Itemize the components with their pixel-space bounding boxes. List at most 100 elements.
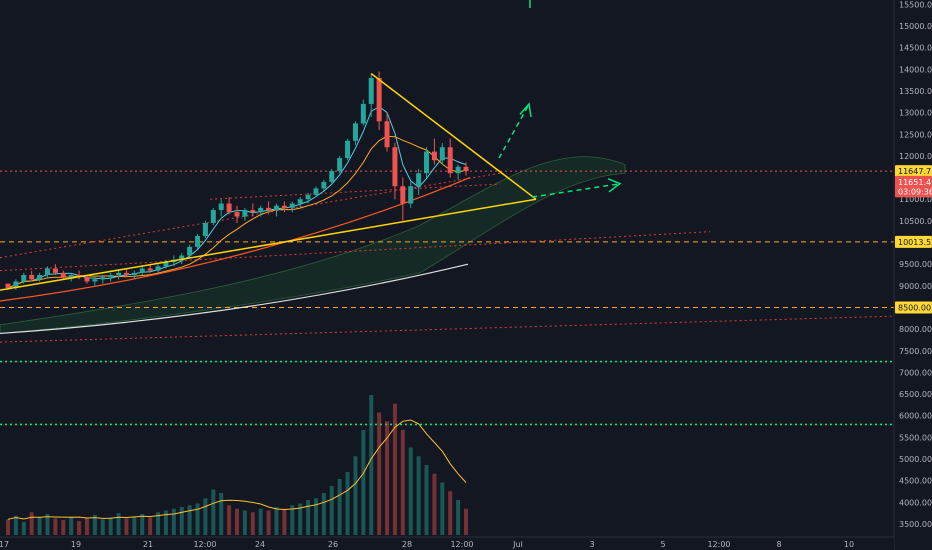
time-tick-label: 24	[255, 540, 265, 549]
volume-bar	[219, 493, 224, 535]
volume-bar	[424, 465, 429, 535]
steep-projection-arrow	[498, 105, 529, 159]
volume-bar	[242, 510, 247, 535]
time-tick-label: 3	[589, 540, 594, 549]
candle-body	[37, 274, 43, 280]
volume-bar	[124, 518, 129, 535]
candle-body	[92, 279, 98, 282]
volume-bar	[37, 517, 42, 535]
price-tick-label: 15500.00	[899, 0, 932, 9]
price-tick-label: 4500.00	[899, 477, 932, 486]
time-tick-label: 8	[776, 540, 781, 549]
price-badge	[895, 175, 932, 188]
volume-bar	[258, 508, 263, 535]
volume-bar	[116, 513, 121, 535]
candle-body	[360, 103, 366, 124]
volume-bar	[92, 514, 97, 535]
volume-bar	[298, 503, 303, 535]
candle-body	[392, 147, 398, 187]
price-badge-label: 10013.52	[898, 238, 932, 247]
candle-body	[108, 274, 114, 278]
price-badge	[895, 185, 932, 198]
time-axis-ticks: 17 19 21 12:00 24 26 28 12:00 Jul 3 5 12:00 8 10	[0, 540, 854, 549]
volume-bar	[274, 507, 279, 535]
price-tick-label: 12500.00	[899, 130, 932, 139]
volume-bar	[369, 395, 374, 535]
candle-body	[416, 173, 422, 187]
candle-body	[329, 171, 335, 182]
candle-body	[305, 194, 311, 200]
price-badge-label: 8500.00	[898, 303, 931, 312]
candle-body	[84, 277, 90, 282]
price-tick-label: 10500.00	[899, 217, 932, 226]
candle-body	[439, 147, 445, 161]
ichimoku-cloud	[0, 156, 626, 334]
candle-body	[131, 272, 137, 275]
shallow-arrow-head	[607, 178, 622, 193]
volume-moving-average	[7, 419, 467, 520]
price-tick-label: 5000.00	[899, 455, 932, 464]
volume-bars	[6, 395, 468, 535]
price-tick-label: 14000.00	[899, 65, 932, 74]
volume-bar	[353, 456, 358, 535]
candle-body	[44, 268, 50, 275]
projection-arrows	[498, 0, 622, 198]
time-tick-label: 21	[143, 540, 153, 549]
price-badge	[895, 165, 932, 178]
price-axis[interactable]	[894, 0, 932, 550]
volume-bar	[187, 505, 192, 535]
time-tick-label: 12:00	[193, 540, 216, 549]
volume-bar	[29, 512, 34, 535]
volume-bar	[337, 479, 342, 535]
price-tick-label: 7500.00	[899, 347, 932, 356]
volume-bar	[250, 512, 255, 535]
time-tick-label: 17	[0, 540, 9, 549]
candle-body	[218, 203, 224, 211]
price-tick-label: 6500.00	[899, 390, 932, 399]
long-ma-line	[0, 263, 469, 335]
candle-body	[352, 123, 358, 141]
trendlines	[0, 172, 895, 343]
volume-bar	[329, 486, 334, 535]
candle-body	[179, 255, 185, 260]
volume-bar	[227, 505, 232, 535]
volume-bar	[6, 519, 10, 535]
candle-body	[321, 181, 327, 189]
candle-body	[5, 283, 11, 288]
volume-bar	[432, 473, 437, 535]
candle-body	[210, 210, 216, 224]
cloud-fill	[0, 156, 626, 334]
volume-bar	[45, 514, 50, 535]
time-axis[interactable]	[0, 537, 894, 550]
price-tick-label: 4000.00	[899, 498, 932, 507]
candle-body	[147, 268, 153, 271]
candle-body	[266, 207, 272, 211]
price-tick-label: 14500.00	[899, 44, 932, 53]
candle-body	[463, 166, 469, 172]
candle-body	[368, 77, 374, 104]
price-tick-label: 5500.00	[899, 433, 932, 442]
candle-body	[21, 274, 27, 282]
candlesticks	[5, 71, 469, 291]
candle-body	[400, 186, 406, 204]
candle-body	[202, 223, 208, 237]
price-tick-label: 15000.00	[899, 22, 932, 31]
steep-arrow-head	[519, 102, 532, 118]
volume-bar	[440, 482, 445, 535]
price-badge-label: 11651.41	[898, 178, 932, 187]
candle-body	[289, 203, 295, 208]
volume-bar	[416, 456, 421, 535]
candle-body	[376, 77, 382, 122]
price-badge-label: 11647.71	[898, 167, 932, 176]
volume-bar	[140, 514, 145, 535]
volume-bar	[211, 489, 216, 535]
volume-bar	[448, 491, 453, 535]
price-tick-label: 9000.00	[899, 282, 932, 291]
volume-bar	[100, 519, 105, 535]
horizontal-levels	[0, 170, 894, 426]
price-tick-label: 13000.00	[899, 109, 932, 118]
volume-bar	[69, 516, 74, 535]
volume-bar	[53, 518, 58, 535]
shallow-projection-arrow	[531, 183, 619, 198]
